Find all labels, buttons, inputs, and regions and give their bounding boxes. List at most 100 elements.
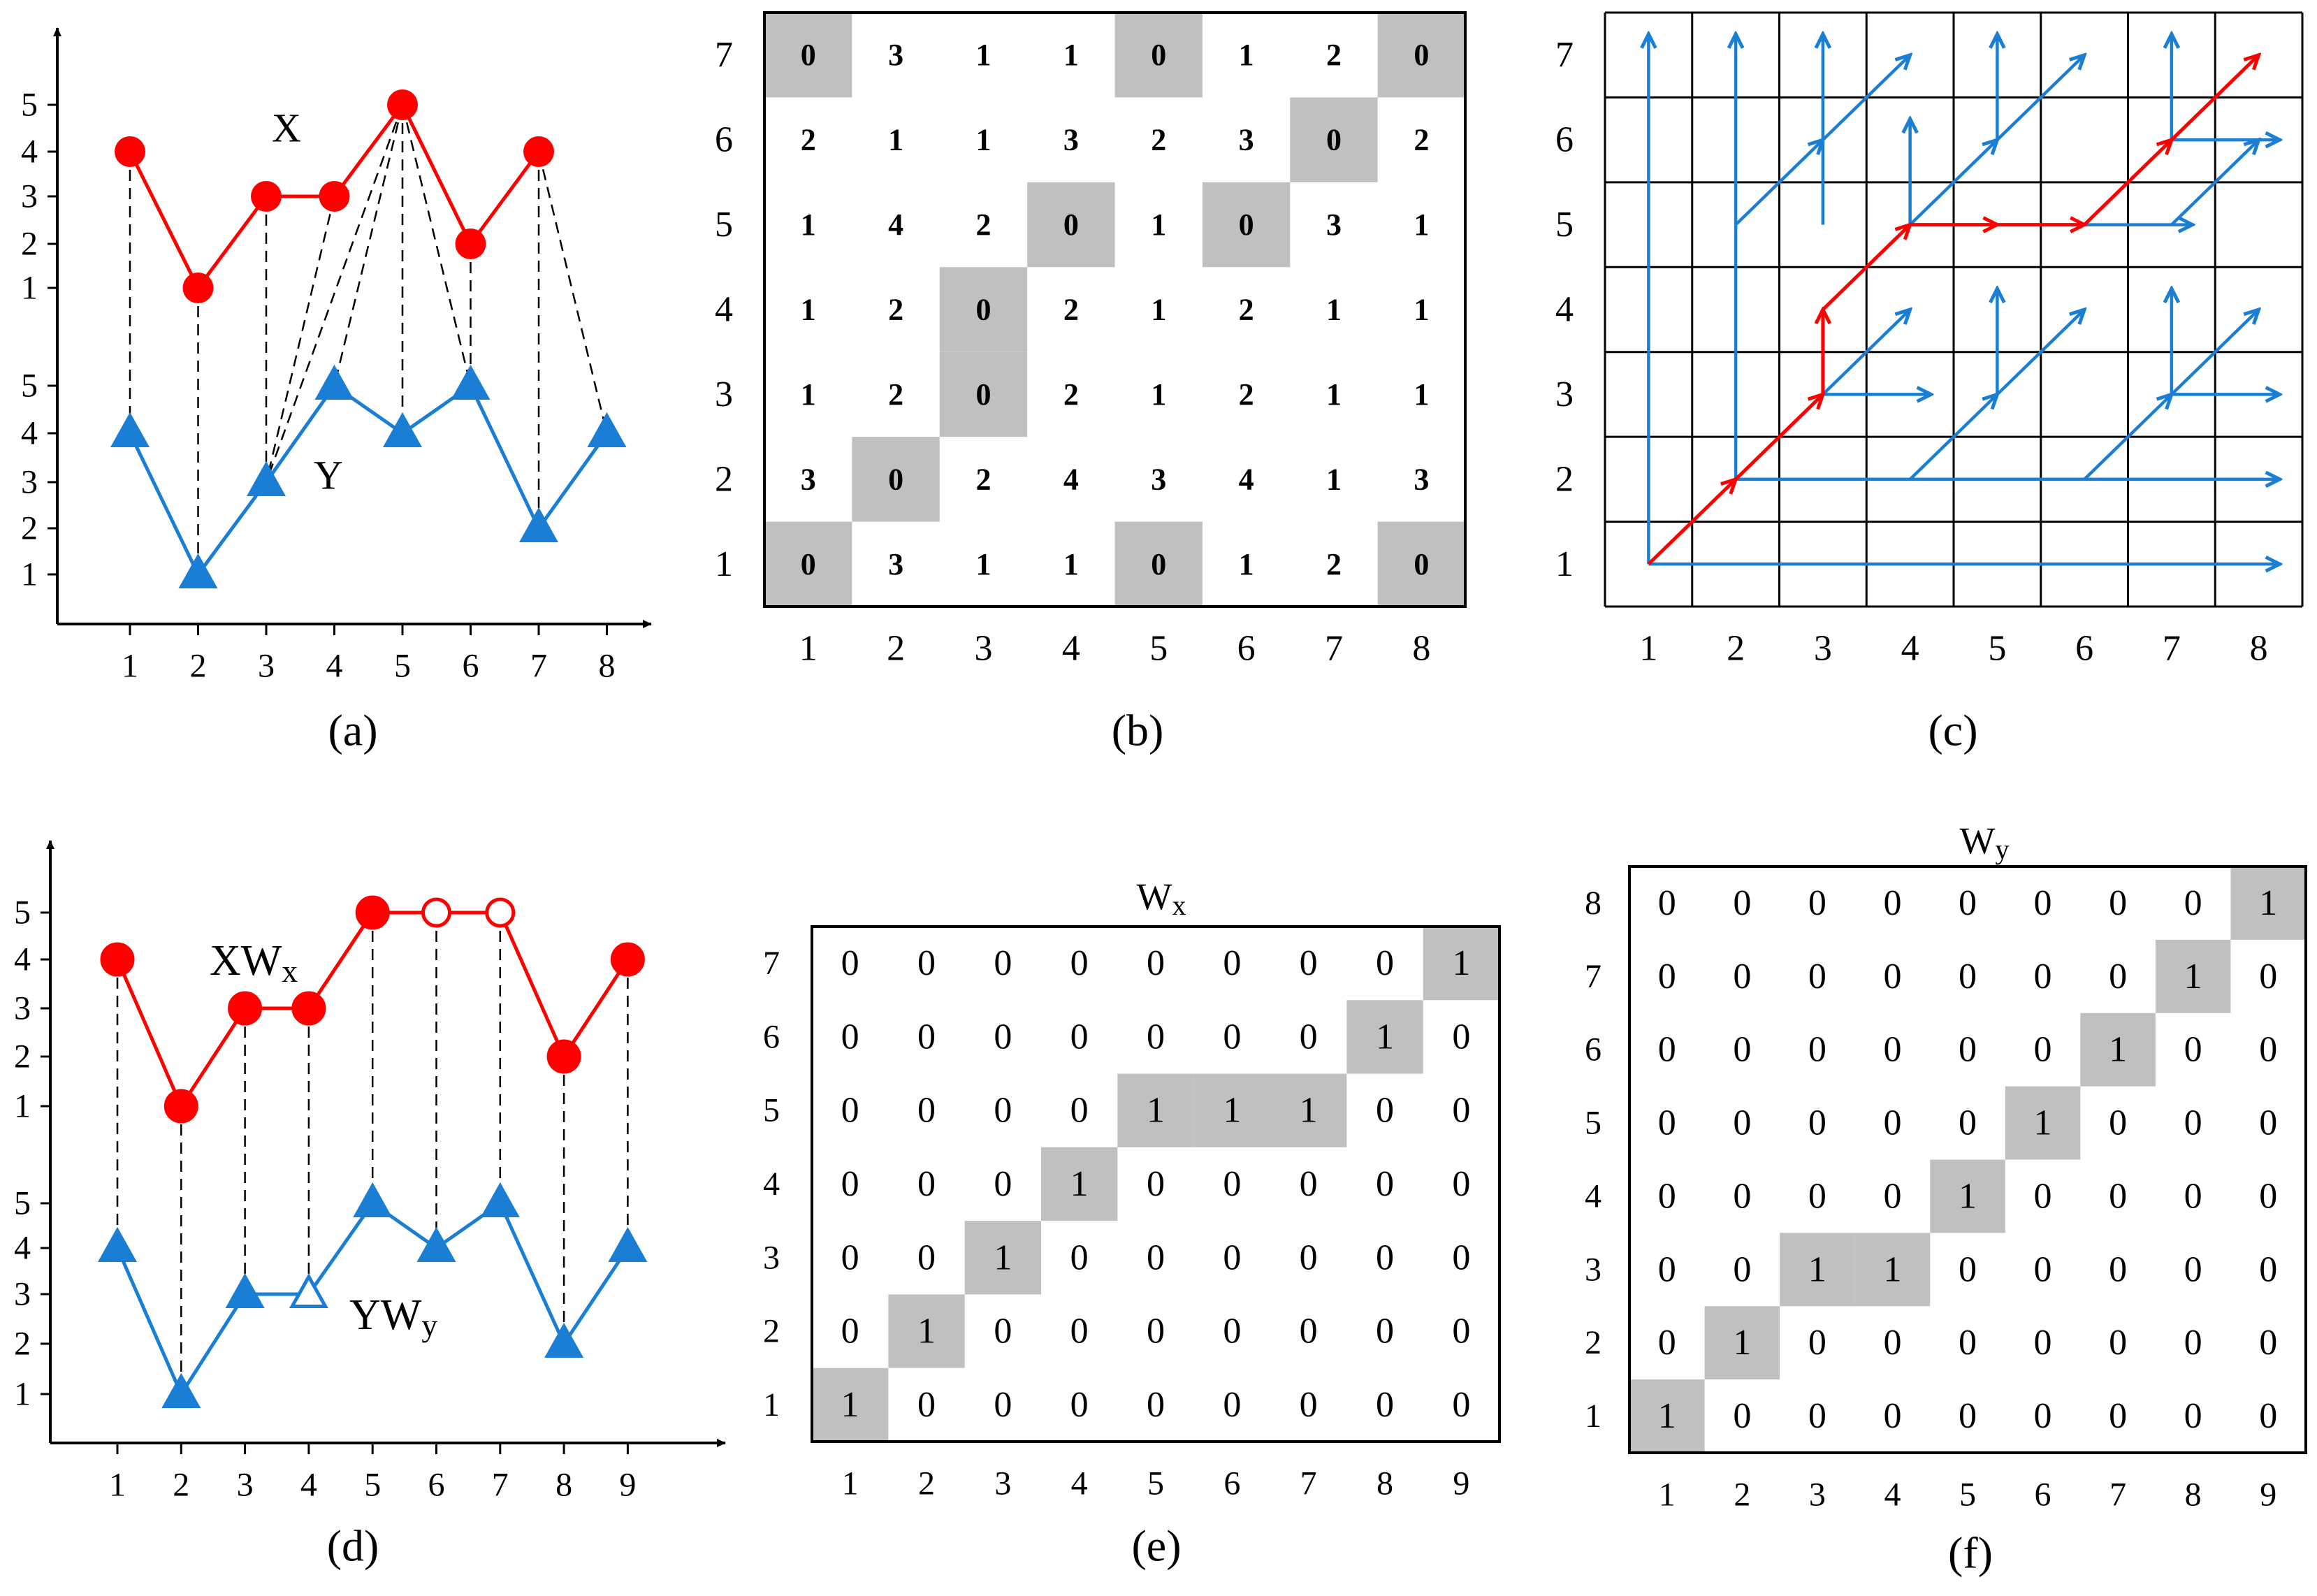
matrix-cell-value: 1	[2034, 1103, 2052, 1143]
matrix-cell-value: 2	[1239, 377, 1254, 412]
matrix-cell-value: 0	[975, 293, 991, 327]
x-tick-label: 1	[799, 629, 818, 669]
x-tick-label: 6	[1237, 629, 1256, 669]
series-x-point	[182, 273, 214, 303]
series-xw-point	[355, 895, 390, 930]
matrix-cell-highlight	[1377, 521, 1465, 607]
matrix-cell-value: 0	[1959, 1103, 1977, 1143]
y-tick-label: 3	[715, 375, 733, 414]
y-tick-label-upper: 1	[21, 270, 38, 307]
matrix-cell-value: 0	[841, 1164, 859, 1204]
matrix-cell-value: 0	[1733, 1030, 1751, 1070]
matrix-cell-value: 0	[1070, 1017, 1089, 1057]
y-tick-label-upper: 5	[21, 87, 38, 124]
matrix-title: Wy	[1960, 820, 2010, 865]
matrix-cell-value: 0	[975, 377, 991, 412]
matrix-cell-value: 0	[2034, 1323, 2052, 1363]
matrix-cell-value: 0	[1883, 957, 1901, 996]
matrix-cell-value: 3	[1414, 462, 1429, 496]
matrix-cell-value: 0	[2184, 1030, 2202, 1070]
x-tick-label: 2	[918, 1465, 935, 1502]
matrix-cell-highlight	[1377, 13, 1465, 98]
y-tick-label-upper: 4	[21, 133, 38, 171]
series-y-point	[451, 364, 491, 400]
x-tick-label: 7	[1300, 1465, 1317, 1502]
y-tick-label: 7	[1555, 35, 1574, 75]
matrix-cell-value: 3	[1239, 123, 1254, 157]
x-tick-label: 8	[555, 1467, 572, 1504]
matrix-cell-value: 1	[1070, 1164, 1089, 1204]
matrix-cell-value: 0	[1376, 1312, 1394, 1351]
panel-d: 1 2 3 4 5 6 7 8 9 1 2 3 4 5 1 2 3 4 5 (d) XWx YWy	[14, 840, 726, 1571]
matrix-cell-value: 0	[801, 547, 816, 581]
x-tick-label: 6	[2035, 1477, 2051, 1514]
x-tick-label: 7	[2163, 629, 2181, 669]
matrix-cell-value: 0	[1883, 1323, 1901, 1363]
matrix-cell-value: 0	[1452, 1091, 1470, 1131]
matrix-cell-value: 0	[1808, 1396, 1826, 1436]
panel-caption: (d)	[327, 1521, 379, 1571]
y-tick-label-lower: 5	[14, 1185, 31, 1222]
matrix-cell-value: 0	[994, 1312, 1012, 1351]
matrix-cell-value: 2	[888, 293, 903, 327]
matrix-cell-value: 2	[1063, 293, 1079, 327]
matrix-cell-value: 0	[2259, 957, 2277, 996]
warp-step-arrow	[2170, 140, 2259, 226]
matrix-cell-value: 0	[2109, 1396, 2127, 1436]
matrix-cell-value: 0	[1959, 1249, 1977, 1289]
matrix-cell-value: 0	[917, 1017, 936, 1057]
warp-step-arrow	[1909, 394, 1998, 481]
y-tick-label-upper: 5	[14, 894, 31, 931]
matrix-cell-value: 0	[1223, 1017, 1241, 1057]
y-tick-label: 7	[1585, 958, 1601, 995]
matrix-border	[763, 11, 1467, 608]
matrix-cell-value: 0	[917, 943, 936, 983]
series-yw-point	[225, 1272, 265, 1308]
y-tick-label-upper: 4	[14, 941, 31, 978]
matrix-cell-value: 0	[2259, 1030, 2277, 1070]
series-xw-point-inserted	[421, 897, 451, 928]
series-yw-point-inserted	[289, 1272, 328, 1308]
matrix-cell-value: 0	[2034, 883, 2052, 923]
matrix-cell-value: 0	[2034, 957, 2052, 996]
y-tick-label-lower: 2	[14, 1326, 31, 1363]
matrix-cell-value: 0	[1733, 957, 1751, 996]
series-xw-label-sub: x	[282, 953, 298, 989]
x-tick-label: 3	[258, 648, 275, 685]
y-tick-label-upper: 3	[14, 990, 31, 1027]
matrix-cell-value: 0	[2034, 1396, 2052, 1436]
matrix-cell-value: 0	[1300, 1385, 1318, 1425]
optimal-path-arrow	[2170, 55, 2259, 141]
x-tick-label: 1	[109, 1467, 126, 1504]
panel-caption: (c)	[1928, 706, 1977, 755]
matrix-cell-highlight	[1202, 182, 1291, 268]
series-y-point	[178, 553, 218, 588]
matrix-cell-value: 0	[1070, 943, 1089, 983]
y-tick-label: 1	[763, 1386, 780, 1423]
y-tick-label: 6	[763, 1018, 780, 1055]
warp-step-arrow	[2083, 394, 2172, 481]
matrix-cell-value: 1	[888, 123, 903, 157]
x-tick-label: 4	[326, 648, 343, 685]
matrix-cell-value: 1	[841, 1385, 859, 1425]
matrix-cell-value: 0	[2184, 1103, 2202, 1143]
x-tick-label: 4	[1071, 1465, 1088, 1502]
matrix-cell-value: 1	[975, 38, 991, 72]
warp-step-arrow	[1996, 55, 2084, 141]
matrix-cell-value: 2	[1063, 377, 1079, 412]
series-xw-point	[291, 991, 326, 1026]
x-tick-label: 1	[842, 1465, 859, 1502]
matrix-cell-value: 1	[1151, 377, 1166, 412]
matrix-cell-highlight	[2230, 866, 2306, 940]
matrix-cell-value: 0	[2259, 1323, 2277, 1363]
x-tick-label: 7	[530, 648, 547, 685]
matrix-title-sub: x	[1172, 890, 1186, 921]
matrix-cell-value: 0	[1452, 1312, 1470, 1351]
y-tick-label: 2	[715, 459, 733, 499]
panel-caption: (b)	[1112, 706, 1164, 755]
panel-e: 0 0 0 0 0 0 0 0 1 0 0 0 0 0 0 0 1 0 0 0 0 0 1 1 1 0 0 0 0 0 1 0 0 0 0 0 0 0 1 0…	[763, 876, 1501, 1571]
matrix-cell-value: 2	[1414, 123, 1429, 157]
matrix-cell-highlight	[939, 351, 1028, 437]
panel-f: 0 0 0 0 0 0 0 0 1 0 0 0 0 0 0 0 1 0 0 0 0 0 0 0 1 0 0 0 0 0 0 0 1 0 0 0 0 0 0 0…	[1585, 820, 2307, 1578]
y-tick-label: 1	[1555, 544, 1574, 584]
